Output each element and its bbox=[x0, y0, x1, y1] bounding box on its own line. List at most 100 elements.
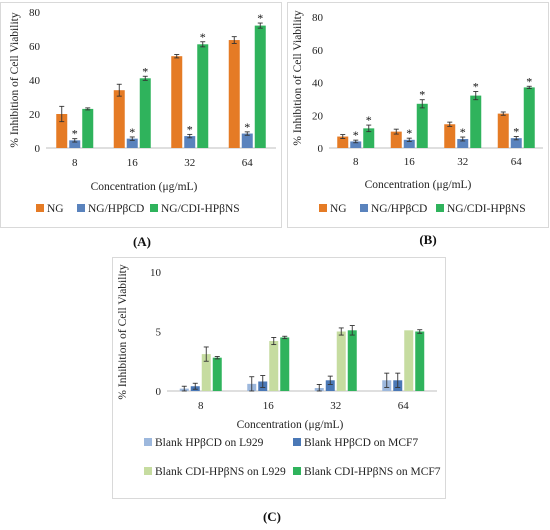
panel-a-xtick: 16 bbox=[127, 157, 139, 169]
panel-a: 0 20 40 60 80 * 8 * * 16 * * 32 * * 64 Concentration (μ… bbox=[0, 2, 282, 249]
legend-swatch bbox=[144, 438, 152, 446]
bar-a-1-0 bbox=[69, 140, 81, 148]
panel-a-ytick: 40 bbox=[29, 75, 41, 87]
bar-c-3-2 bbox=[347, 330, 357, 391]
panel-a-frame bbox=[0, 2, 282, 228]
bar-b-2-1 bbox=[416, 103, 428, 148]
significance-marker: * bbox=[406, 126, 412, 140]
panel-a-plot: 0 20 40 60 80 * 8 * * 16 * * 32 * * 64 bbox=[29, 7, 276, 169]
bar-c-2-0 bbox=[201, 354, 211, 391]
panel-b-label: (B) bbox=[419, 232, 436, 247]
panel-a-ytick: 80 bbox=[29, 7, 41, 19]
panel-b-ytick: 0 bbox=[318, 143, 324, 155]
panel-b-ylabel: % Inhibition of Cell Viability bbox=[292, 10, 304, 145]
panel-b-plot: 0 20 40 60 80 * * 8 * * 16 * * 32 * * 64 bbox=[312, 12, 543, 168]
panel-b-legend: NG NG/HPβCD NG/CDI-HPβNS bbox=[319, 203, 526, 215]
bar-b-0-0 bbox=[337, 136, 349, 148]
panel-b-xtick: 16 bbox=[404, 156, 416, 168]
panel-b-ytick: 20 bbox=[312, 110, 324, 122]
panel-a-xtick: 32 bbox=[184, 157, 195, 169]
panel-b-ytick: 80 bbox=[312, 12, 324, 24]
significance-marker: * bbox=[460, 125, 466, 139]
legend-swatch bbox=[77, 204, 85, 212]
bar-b-0-2 bbox=[444, 124, 456, 148]
panel-c-xtick: 64 bbox=[398, 400, 410, 412]
bar-a-1-1 bbox=[126, 138, 138, 148]
bar-c-3-1 bbox=[280, 337, 290, 391]
legend-label: NG bbox=[47, 203, 64, 215]
legend-swatch bbox=[319, 204, 327, 212]
legend-swatch bbox=[36, 204, 44, 212]
panel-a-ytick: 0 bbox=[35, 143, 41, 155]
bar-b-2-0 bbox=[363, 128, 375, 148]
legend-label: Blank HPβCD on L929 bbox=[155, 437, 264, 449]
bar-c-2-2 bbox=[336, 331, 346, 391]
significance-marker: * bbox=[72, 127, 78, 141]
legend-swatch bbox=[293, 438, 301, 446]
significance-marker: * bbox=[526, 74, 532, 88]
panel-c-ytick: 10 bbox=[150, 267, 162, 279]
panel-a-ylabel: % Inhibition of Cell Viability bbox=[9, 12, 21, 147]
significance-marker: * bbox=[473, 80, 479, 94]
panel-c-xtick: 16 bbox=[263, 400, 275, 412]
panel-c-xtick: 32 bbox=[330, 400, 341, 412]
panel-c-legend: Blank HPβCD on L929 Blank HPβCD on MCF7 Bl… bbox=[144, 437, 441, 478]
legend-swatch bbox=[436, 204, 444, 212]
bar-c-1-2 bbox=[325, 380, 335, 391]
significance-marker: * bbox=[129, 125, 135, 139]
panel-c-ylabel: % Inhibition of Cell Viability bbox=[117, 264, 129, 399]
legend-label: NG bbox=[330, 203, 347, 215]
bar-a-2-0 bbox=[82, 108, 94, 148]
bar-c-3-0 bbox=[212, 357, 222, 391]
bar-b-1-0 bbox=[350, 141, 362, 148]
panel-a-legend: NG NG/HPβCD NG/CDI-HPβNS bbox=[36, 203, 240, 215]
significance-marker: * bbox=[142, 64, 148, 78]
panel-b-xtick: 8 bbox=[353, 156, 359, 168]
bar-b-0-3 bbox=[497, 113, 509, 148]
panel-c-plot: 0 5 10 8 16 32 64 bbox=[150, 267, 437, 412]
bar-b-2-3 bbox=[523, 87, 535, 148]
significance-marker: * bbox=[187, 122, 193, 136]
panel-c-xtick: 8 bbox=[198, 400, 204, 412]
panel-c: 0 5 10 8 16 32 64 Concentration (μg/mL) % Inhi… bbox=[112, 257, 446, 524]
panel-a-xtick: 64 bbox=[242, 157, 254, 169]
legend-label: NG/HPβCD bbox=[88, 203, 144, 215]
panel-b: 0 20 40 60 80 * * 8 * * 16 * * 32 * * 64 Concentration (… bbox=[287, 2, 549, 247]
panel-b-xtick: 64 bbox=[511, 156, 523, 168]
panel-c-label: (C) bbox=[263, 509, 281, 524]
bar-b-1-2 bbox=[457, 138, 469, 148]
panel-b-frame bbox=[287, 2, 549, 228]
bar-a-0-3 bbox=[228, 40, 240, 148]
legend-label: Blank CDI-HPβNS on MCF7 bbox=[304, 466, 441, 478]
legend-label: Blank HPβCD on MCF7 bbox=[304, 437, 418, 449]
significance-marker: * bbox=[257, 11, 263, 25]
panel-a-label: (A) bbox=[133, 234, 151, 249]
legend-label: NG/HPβCD bbox=[371, 203, 427, 215]
bar-b-0-1 bbox=[390, 131, 402, 148]
bar-a-2-3 bbox=[254, 25, 266, 149]
panel-c-ytick: 0 bbox=[156, 386, 162, 398]
bar-a-0-1 bbox=[113, 90, 125, 148]
bar-a-1-2 bbox=[184, 136, 196, 148]
bar-c-3-3 bbox=[415, 331, 425, 391]
bar-a-2-2 bbox=[197, 44, 209, 148]
bar-c-2-1 bbox=[269, 341, 279, 391]
panel-a-xtick: 8 bbox=[72, 157, 78, 169]
panel-c-xlabel: Concentration (μg/mL) bbox=[237, 419, 344, 431]
bar-b-2-2 bbox=[470, 95, 482, 148]
bar-b-1-3 bbox=[510, 138, 522, 148]
legend-swatch bbox=[150, 204, 158, 212]
panel-b-xlabel: Concentration (μg/mL) bbox=[365, 179, 472, 191]
legend-swatch bbox=[293, 467, 301, 475]
panel-b-ytick: 60 bbox=[312, 45, 324, 57]
bar-c-2-3 bbox=[404, 330, 414, 391]
legend-swatch bbox=[144, 467, 152, 475]
significance-marker: * bbox=[244, 120, 250, 134]
legend-label: NG/CDI-HPβNS bbox=[447, 203, 526, 215]
significance-marker: * bbox=[366, 113, 372, 127]
bar-a-0-0 bbox=[56, 114, 68, 148]
panel-a-ytick: 60 bbox=[29, 41, 41, 53]
panel-a-xlabel: Concentration (μg/mL) bbox=[91, 181, 198, 193]
significance-marker: * bbox=[200, 30, 206, 44]
